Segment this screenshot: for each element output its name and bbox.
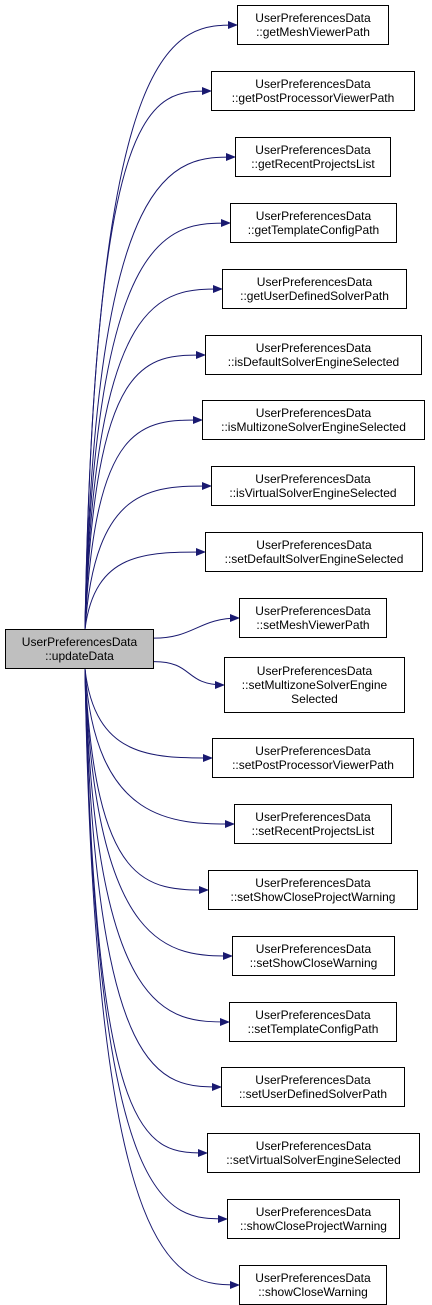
node-label-line: UserPreferencesData [255,744,371,758]
callee-node[interactable]: UserPreferencesData::setPostProcessorVie… [212,738,414,778]
node-label-line: ::setMultizoneSolverEngine [241,678,388,692]
call-edge [84,668,240,1289]
node-label-line: UserPreferencesData [255,1139,372,1153]
callee-node[interactable]: UserPreferencesData::setMultizoneSolverE… [224,657,405,713]
node-label-line: UserPreferencesData [255,472,371,486]
callee-node[interactable]: UserPreferencesData::setUserDefinedSolve… [221,1067,405,1107]
callee-node[interactable]: UserPreferencesData::setVirtualSolverEng… [207,1133,420,1173]
call-edge [84,668,235,828]
call-edge [84,351,206,630]
node-label-line: UserPreferencesData [255,1271,371,1285]
callee-node[interactable]: UserPreferencesData::getRecentProjectsLi… [235,137,391,177]
node-label-line: UserPreferencesData [255,11,371,25]
node-label-line: ::setUserDefinedSolverPath [238,1087,388,1101]
call-edge [84,416,203,630]
call-edge [153,661,225,689]
callee-node[interactable]: UserPreferencesData::setShowCloseProject… [208,870,418,910]
node-label-line: UserPreferencesData [255,604,371,618]
node-label-line: ::updateData [45,649,114,663]
node-label-line: ::getTemplateConfigPath [247,223,380,237]
node-label-line: UserPreferencesData [255,1073,371,1087]
node-label-line: UserPreferencesData [255,1008,371,1022]
callee-node[interactable]: UserPreferencesData::isDefaultSolverEngi… [205,335,422,375]
callee-node[interactable]: UserPreferencesData::setTemplateConfigPa… [229,1002,397,1042]
call-edge [84,668,233,960]
callee-node[interactable]: UserPreferencesData::showCloseProjectWar… [227,1199,400,1239]
node-label-line: ::isMultizoneSolverEngineSelected [221,420,406,434]
node-label-line: ::setRecentProjectsList [251,824,375,838]
node-label-line: UserPreferencesData [256,664,373,678]
node-label-line: UserPreferencesData [255,942,372,956]
callee-node[interactable]: UserPreferencesData::getMeshViewerPath [237,5,389,45]
node-label-line: UserPreferencesData [255,209,372,223]
node-label-line: UserPreferencesData [256,275,373,289]
node-label-line: ::setShowCloseWarning [249,956,378,970]
node-label-line: ::getUserDefinedSolverPath [240,289,389,303]
call-edge [84,668,213,762]
call-edge [84,482,212,630]
call-edge [84,548,206,630]
node-label-line: ::getRecentProjectsList [251,157,375,171]
callee-node[interactable]: UserPreferencesData::setDefaultSolverEng… [205,532,423,572]
call-edge [153,614,240,639]
node-label-line: ::showCloseWarning [258,1285,368,1299]
call-edge [84,219,231,630]
node-label-line: UserPreferencesData [255,1205,372,1219]
call-edge [84,668,228,1223]
callee-node[interactable]: UserPreferencesData::setRecentProjectsLi… [234,804,392,844]
node-label-line: UserPreferencesData [255,341,372,355]
node-label-line: ::setShowCloseProjectWarning [230,890,396,904]
node-label-line: UserPreferencesData [255,143,371,157]
call-edge [84,87,212,630]
callee-node[interactable]: UserPreferencesData::setShowCloseWarning [232,936,395,976]
node-label-line: UserPreferencesData [255,77,371,91]
call-edge [84,285,223,630]
node-label-line: ::setTemplateConfigPath [247,1022,379,1036]
callee-node[interactable]: UserPreferencesData::getUserDefinedSolve… [222,269,407,309]
node-label-line: ::isDefaultSolverEngineSelected [227,355,400,369]
node-label-line: ::isVirtualSolverEngineSelected [229,486,397,500]
callee-node[interactable]: UserPreferencesData::showCloseWarning [239,1265,387,1305]
callee-node[interactable]: UserPreferencesData::isVirtualSolverEngi… [211,466,415,506]
node-label-line: ::setPostProcessorViewerPath [232,758,394,772]
node-label-line: Selected [291,692,338,706]
node-label-line: ::setMeshViewerPath [256,618,370,632]
node-label-line: ::setDefaultSolverEngineSelected [224,552,404,566]
callee-node[interactable]: UserPreferencesData::getPostProcessorVie… [211,71,415,111]
node-label-line: ::showCloseProjectWarning [240,1219,387,1233]
node-label-line: UserPreferencesData [255,406,372,420]
call-edge [84,153,236,630]
callee-node[interactable]: UserPreferencesData::getTemplateConfigPa… [230,203,397,243]
node-label-line: ::setVirtualSolverEngineSelected [226,1153,401,1167]
node-label-line: UserPreferencesData [21,635,138,649]
call-edge [84,668,230,1026]
node-label-line: ::getMeshViewerPath [256,25,370,39]
node-label-line: UserPreferencesData [255,876,371,890]
call-edge [84,668,208,1157]
call-edge [84,668,209,894]
root-node-update-data[interactable]: UserPreferencesData::updateData [5,629,154,669]
call-edge [84,668,222,1091]
node-label-line: ::getPostProcessorViewerPath [231,91,395,105]
node-label-line: UserPreferencesData [256,538,372,552]
node-label-line: UserPreferencesData [255,810,371,824]
callee-node[interactable]: UserPreferencesData::isMultizoneSolverEn… [202,400,425,440]
callee-node[interactable]: UserPreferencesData::setMeshViewerPath [239,598,387,638]
